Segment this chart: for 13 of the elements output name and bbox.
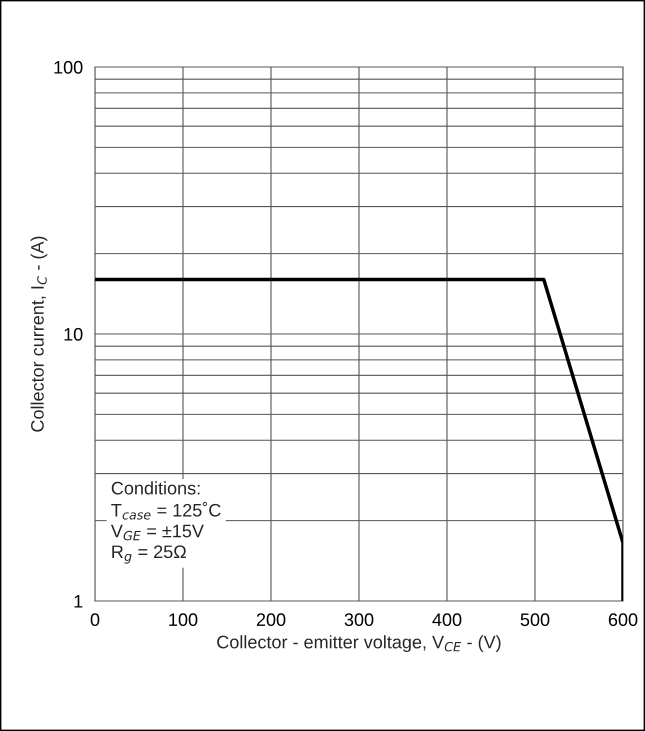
- x-axis-title: Collector - emitter voltage, V$_{CE}$ - (V): [217, 635, 501, 652]
- x-tick-label: 300: [344, 613, 374, 626]
- y-tick-label: 10: [64, 328, 82, 341]
- x-tick-label: 100: [169, 613, 198, 626]
- x-tick-label: 400: [432, 613, 462, 626]
- x-tick-label: 0: [90, 613, 100, 626]
- y-tick-label: 1: [74, 595, 82, 608]
- y-axis-title: Collector current, I$_{C}$ - (A): [30, 236, 48, 432]
- y-tick-label: 100: [54, 60, 82, 74]
- x-tick-label: 600: [608, 613, 638, 626]
- text: Conditions: T$_{case}$ = 125˚C V$_{GE}$ = ±15V R$_{g}$ = 25Ω: [110, 481, 221, 564]
- x-tick-label: 500: [520, 613, 550, 626]
- x-tick-label: 200: [256, 613, 286, 626]
